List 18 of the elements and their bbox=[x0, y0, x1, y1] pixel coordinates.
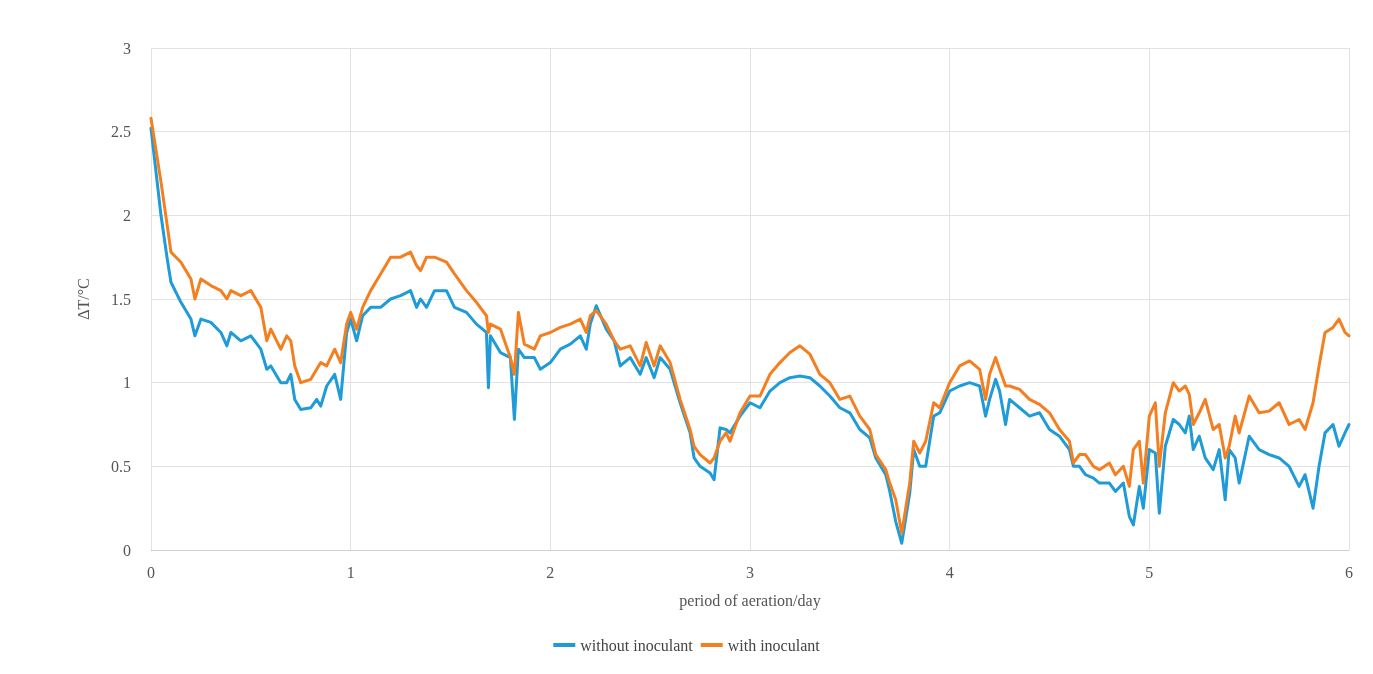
y-tick-label: 1 bbox=[123, 374, 131, 392]
y-tick-label: 2.5 bbox=[111, 123, 131, 141]
x-axis-title: period of aeration/day bbox=[679, 591, 821, 610]
legend-label: without inoculant bbox=[580, 636, 694, 654]
x-tick-label: 4 bbox=[945, 563, 954, 581]
y-tick-label: 2 bbox=[123, 206, 131, 224]
x-tick-label: 0 bbox=[147, 563, 155, 581]
legend-label: with inoculant bbox=[727, 636, 821, 654]
y-tick-label: 3 bbox=[123, 39, 131, 57]
y-tick-label: 1.5 bbox=[111, 290, 131, 308]
x-tick-label: 3 bbox=[746, 563, 754, 581]
y-tick-label: 0 bbox=[123, 541, 131, 559]
x-tick-label: 5 bbox=[1145, 563, 1154, 581]
x-tick-label: 1 bbox=[346, 563, 355, 581]
x-tick-label: 6 bbox=[1345, 563, 1353, 581]
y-axis-title: ΔT/°C bbox=[74, 278, 92, 320]
y-tick-label: 0.5 bbox=[111, 457, 131, 475]
x-tick-label: 2 bbox=[546, 563, 555, 581]
